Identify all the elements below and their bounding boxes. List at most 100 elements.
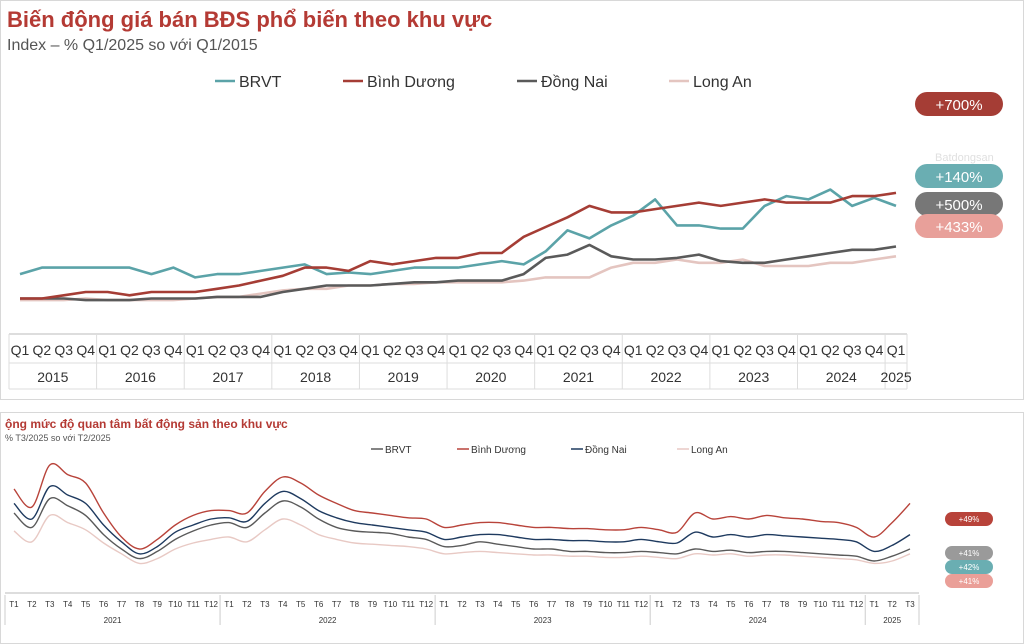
end-badge2-dn	[945, 560, 993, 574]
quarter-tick-label: Q1	[449, 342, 468, 358]
month-tick-label: T4	[63, 600, 73, 609]
series-line-2	[20, 243, 897, 302]
quarter-tick-label: Q1	[273, 342, 292, 358]
quarter-tick-label: Q4	[339, 342, 358, 358]
month-tick-label: T2	[242, 600, 252, 609]
year2-tick-label: 2021	[104, 616, 122, 625]
month-tick-label: T1	[654, 600, 664, 609]
end-badge2-label-bd: +49%	[959, 515, 980, 524]
year-tick-label: 2019	[388, 369, 419, 385]
quarter-tick-label: Q3	[843, 342, 862, 358]
quarter-tick-label: Q1	[361, 342, 380, 358]
month-tick-label: T1	[224, 600, 234, 609]
month-tick-label: T10	[598, 600, 612, 609]
year-tick-label: 2015	[37, 369, 68, 385]
month-tick-label: T3	[690, 600, 700, 609]
quarter-tick-label: Q4	[76, 342, 95, 358]
month-tick-label: T3	[260, 600, 270, 609]
quarter-tick-label: Q3	[668, 342, 687, 358]
end-badge2-la	[945, 574, 993, 588]
legend2-label: Long An	[691, 445, 728, 456]
chart2-title: ộng mức độ quan tâm bất động sản theo kh…	[5, 417, 288, 431]
end-badge2-label-la: +41%	[959, 577, 980, 586]
month-tick-label: T7	[332, 600, 342, 609]
quarter-tick-label: Q1	[887, 342, 906, 358]
quarter-tick-label: Q4	[602, 342, 621, 358]
year-tick-label: 2023	[738, 369, 769, 385]
legend-label: Đồng Nai	[541, 74, 608, 91]
quarter-tick-label: Q1	[624, 342, 643, 358]
chart2-subtitle: % T3/2025 so với T2/2025	[5, 433, 111, 443]
month-tick-label: T9	[583, 600, 593, 609]
interest-chart: BRVT Bình Dương Đồng Nai Long An T1 T2 T3 T4 T5 T…	[4, 444, 993, 625]
month-tick-label: T11	[832, 600, 846, 609]
month-tick-label: T8	[350, 600, 360, 609]
month-tick-label: T2	[672, 600, 682, 609]
quarter-tick-label: Q2	[471, 342, 490, 358]
quarter-tick-label: Q4	[865, 342, 884, 358]
month-tick-label: T1	[439, 600, 449, 609]
month-tick-label: T3	[45, 600, 55, 609]
quarter-tick-label: Q1	[98, 342, 117, 358]
year-tick-label: 2021	[563, 369, 594, 385]
month-tick-label: T12	[634, 600, 648, 609]
interest-chart-panel: ộng mức độ quan tâm bất động sản theo kh…	[0, 412, 1024, 644]
month-tick-label: T8	[780, 600, 790, 609]
month-tick-label: T8	[135, 600, 145, 609]
year2-tick-label: 2022	[319, 616, 337, 625]
quarter-tick-label: Q3	[54, 342, 73, 358]
quarter-tick-label: Q2	[383, 342, 402, 358]
month-tick-label: T6	[529, 600, 539, 609]
month-tick-label: T12	[419, 600, 433, 609]
year-tick-label: 2020	[475, 369, 506, 385]
legend2-label: Đồng Nai	[585, 444, 627, 456]
month-tick-label: T10	[168, 600, 182, 609]
watermark: Batdongsan	[935, 152, 994, 164]
end-badge2-brvt	[945, 546, 993, 560]
series2-line-2	[13, 484, 911, 555]
quarter-tick-label: Q1	[186, 342, 205, 358]
month-tick-label: T7	[117, 600, 127, 609]
series2-line-3	[13, 513, 911, 565]
month-tick-label: T11	[617, 600, 631, 609]
legend-label: BRVT	[239, 74, 282, 91]
month-tick-label: T4	[493, 600, 503, 609]
end-badge2-label-brvt: +41%	[959, 549, 980, 558]
quarter-tick-label: Q3	[405, 342, 424, 358]
month-tick-label: T2	[457, 600, 467, 609]
year-tick-label: 2016	[125, 369, 156, 385]
month-tick-label: T9	[368, 600, 378, 609]
month-tick-label: T6	[99, 600, 109, 609]
quarter-tick-label: Q2	[733, 342, 752, 358]
month-tick-label: T8	[565, 600, 575, 609]
quarter-tick-label: Q4	[164, 342, 183, 358]
quarter-tick-label: Q3	[580, 342, 599, 358]
month-tick-label: T3	[475, 600, 485, 609]
end-badge-label-brvt: +140%	[935, 169, 982, 186]
quarter-tick-label: Q2	[558, 342, 577, 358]
year-tick-label: 2025	[880, 369, 911, 385]
month-tick-label: T9	[798, 600, 808, 609]
legend-label: Bình Dương	[367, 74, 455, 91]
quarter-tick-label: Q2	[646, 342, 665, 358]
series2-line-1	[13, 463, 911, 550]
month-tick-label: T5	[296, 600, 306, 609]
chart-subtitle: Index – % Q1/2025 so với Q1/2015	[7, 37, 258, 54]
end-badge2-label-dn: +42%	[959, 563, 980, 572]
month-tick-label: T9	[153, 600, 163, 609]
month-tick-label: T5	[726, 600, 736, 609]
year-tick-label: 2024	[826, 369, 857, 385]
quarter-tick-label: Q4	[690, 342, 709, 358]
quarter-tick-label: Q2	[208, 342, 227, 358]
quarter-tick-label: Q1	[799, 342, 818, 358]
end-badge-brvt	[915, 164, 1003, 188]
end-badge-la	[915, 214, 1003, 238]
legend2-label: Bình Dương	[471, 445, 526, 456]
year-tick-label: 2017	[212, 369, 243, 385]
quarter-tick-label: Q1	[536, 342, 555, 358]
year-tick-label: 2022	[650, 369, 681, 385]
month-tick-label: T1	[9, 600, 19, 609]
month-tick-label: T4	[708, 600, 718, 609]
end-badge2-bd	[945, 512, 993, 526]
price-index-chart: Batdongsan BRVT Bình Dương Đồng Nai Long An…	[8, 74, 1003, 390]
